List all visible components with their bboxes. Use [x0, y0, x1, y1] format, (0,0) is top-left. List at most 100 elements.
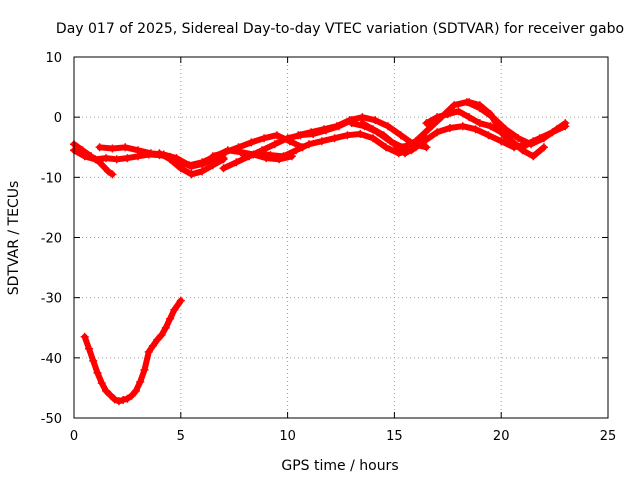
data-point — [358, 119, 367, 128]
data-point — [422, 134, 431, 143]
data-point — [292, 146, 301, 155]
axis-ticks — [73, 56, 609, 419]
data-point — [106, 391, 115, 400]
data-point — [465, 113, 474, 122]
data-point — [260, 134, 269, 143]
data-point — [475, 101, 484, 110]
data-point — [356, 130, 365, 139]
data-point — [208, 161, 217, 170]
data-point — [95, 143, 104, 152]
data-point — [108, 144, 117, 153]
series-arc-k — [358, 119, 431, 158]
series-arc-d — [155, 149, 228, 179]
data-point — [80, 332, 89, 341]
data-point — [266, 151, 275, 160]
data-point — [114, 397, 123, 406]
data-point — [343, 131, 352, 140]
data-point — [561, 119, 570, 128]
data-point — [208, 152, 217, 161]
data-point — [134, 146, 143, 155]
series-arc-l — [465, 98, 538, 152]
series-trace — [209, 132, 306, 160]
data-point — [294, 131, 303, 140]
data-point — [247, 138, 256, 147]
data-point — [369, 134, 378, 143]
data-point — [153, 335, 162, 344]
data-point — [166, 314, 175, 323]
data-point — [486, 122, 495, 131]
data-point — [232, 158, 241, 167]
data-point — [270, 140, 279, 149]
data-point — [93, 368, 102, 377]
data-point — [144, 347, 153, 356]
data-point — [253, 149, 262, 158]
data-point — [127, 391, 136, 400]
data-point — [198, 167, 207, 176]
data-point — [121, 143, 130, 152]
data-point — [518, 143, 527, 152]
y-tick-label: -30 — [41, 292, 62, 307]
data-point — [379, 131, 388, 140]
data-point — [443, 110, 452, 119]
data-point — [450, 101, 459, 110]
y-tick-label: -50 — [41, 412, 62, 427]
data-point — [234, 143, 243, 152]
data-point — [475, 119, 484, 128]
data-point — [433, 128, 442, 137]
data-point — [424, 125, 433, 134]
data-point — [219, 164, 228, 173]
data-point — [383, 122, 392, 131]
data-point — [140, 365, 149, 374]
data-point — [529, 152, 538, 161]
data-point — [187, 170, 196, 179]
data-point — [497, 128, 506, 137]
data-point — [507, 140, 516, 149]
data-point — [119, 395, 128, 404]
data-point — [108, 170, 117, 179]
data-point — [369, 125, 378, 134]
data-point — [102, 154, 111, 163]
data-point — [89, 356, 98, 365]
data-point — [422, 119, 431, 128]
data-point — [112, 155, 121, 164]
data-point — [396, 131, 405, 140]
data-point — [176, 296, 185, 305]
data-point — [539, 134, 548, 143]
data-point — [161, 323, 170, 332]
data-point — [149, 341, 158, 350]
data-point — [104, 167, 113, 176]
data-point — [371, 116, 380, 125]
data-point — [347, 119, 356, 128]
data-point — [484, 131, 493, 140]
data-point — [102, 386, 111, 395]
data-point — [552, 125, 561, 134]
data-point — [285, 137, 294, 146]
data-point — [471, 125, 480, 134]
data-point — [539, 143, 548, 152]
data-point — [330, 134, 339, 143]
data-point — [272, 131, 281, 140]
y-tick-label: -20 — [41, 232, 62, 247]
series-arc-low — [80, 296, 185, 406]
data-point — [198, 158, 207, 167]
data-point — [155, 149, 164, 158]
data-point — [486, 110, 495, 119]
data-point — [401, 149, 410, 158]
data-point — [304, 140, 313, 149]
data-point — [307, 128, 316, 137]
data-point — [529, 137, 538, 146]
x-tick-label: 25 — [600, 429, 617, 444]
data-point — [84, 344, 93, 353]
data-point — [454, 107, 463, 116]
data-point — [240, 152, 249, 161]
data-point — [497, 137, 506, 146]
y-tick-label: 10 — [45, 51, 62, 66]
x-tick-label: 5 — [177, 429, 185, 444]
data-point — [185, 161, 194, 170]
data-point — [131, 386, 140, 395]
data-point — [458, 122, 467, 131]
x-tick-label: 15 — [386, 429, 403, 444]
data-point — [123, 394, 132, 403]
data-point — [78, 146, 87, 155]
